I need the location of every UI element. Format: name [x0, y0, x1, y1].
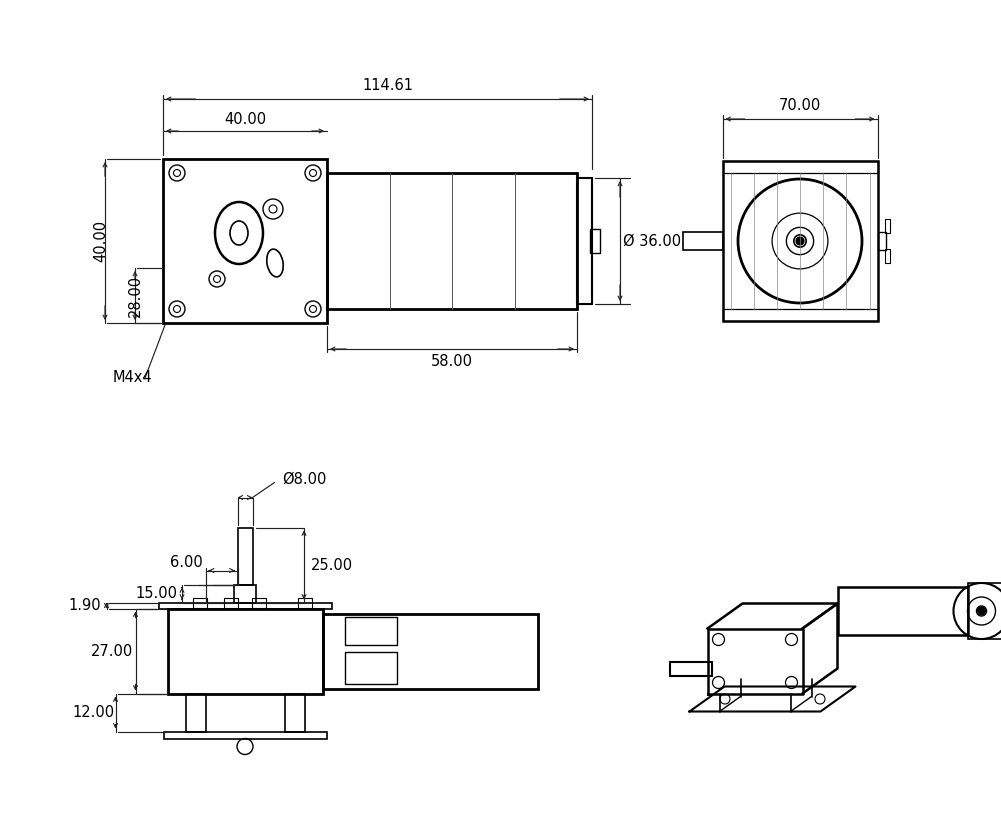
Bar	[885, 219, 890, 233]
Bar	[192, 598, 206, 608]
Text: 70.00: 70.00	[779, 99, 821, 114]
Bar	[327, 173, 577, 309]
Text: 27.00: 27.00	[90, 644, 132, 659]
Bar	[163, 159, 327, 323]
Text: Ø8.00: Ø8.00	[282, 472, 326, 487]
Bar	[885, 249, 890, 263]
Text: 1.90: 1.90	[68, 598, 101, 613]
Bar	[224, 598, 238, 608]
Text: 15.00: 15.00	[135, 586, 177, 601]
Bar	[590, 229, 600, 253]
Bar	[723, 309, 878, 321]
Bar	[968, 583, 1001, 639]
Text: 114.61: 114.61	[362, 79, 413, 94]
Text: 6.00: 6.00	[169, 555, 202, 570]
Bar	[185, 694, 205, 732]
Bar	[284, 694, 304, 732]
Bar	[683, 232, 723, 250]
Text: 25.00: 25.00	[311, 558, 353, 573]
Bar	[723, 161, 878, 173]
Bar	[577, 178, 592, 304]
Bar	[163, 732, 326, 738]
Bar	[322, 614, 538, 689]
Bar	[297, 598, 311, 608]
Text: 28.00: 28.00	[127, 274, 142, 317]
Bar	[158, 603, 331, 609]
Bar	[252, 598, 266, 608]
Text: Ø 36.00: Ø 36.00	[623, 233, 681, 248]
Bar	[344, 652, 396, 684]
Bar	[670, 662, 712, 676]
Bar	[723, 161, 878, 321]
Circle shape	[978, 607, 986, 615]
Circle shape	[796, 237, 804, 245]
Text: 40.00: 40.00	[93, 220, 108, 262]
Text: 12.00: 12.00	[72, 705, 114, 720]
Bar	[838, 587, 968, 635]
Text: 58.00: 58.00	[431, 354, 473, 370]
Bar	[167, 609, 322, 694]
Text: 40.00: 40.00	[224, 111, 266, 126]
Text: M4x4: M4x4	[113, 370, 152, 385]
Bar	[344, 616, 396, 645]
Bar	[234, 584, 256, 603]
Bar	[878, 232, 886, 250]
Bar	[237, 528, 252, 584]
